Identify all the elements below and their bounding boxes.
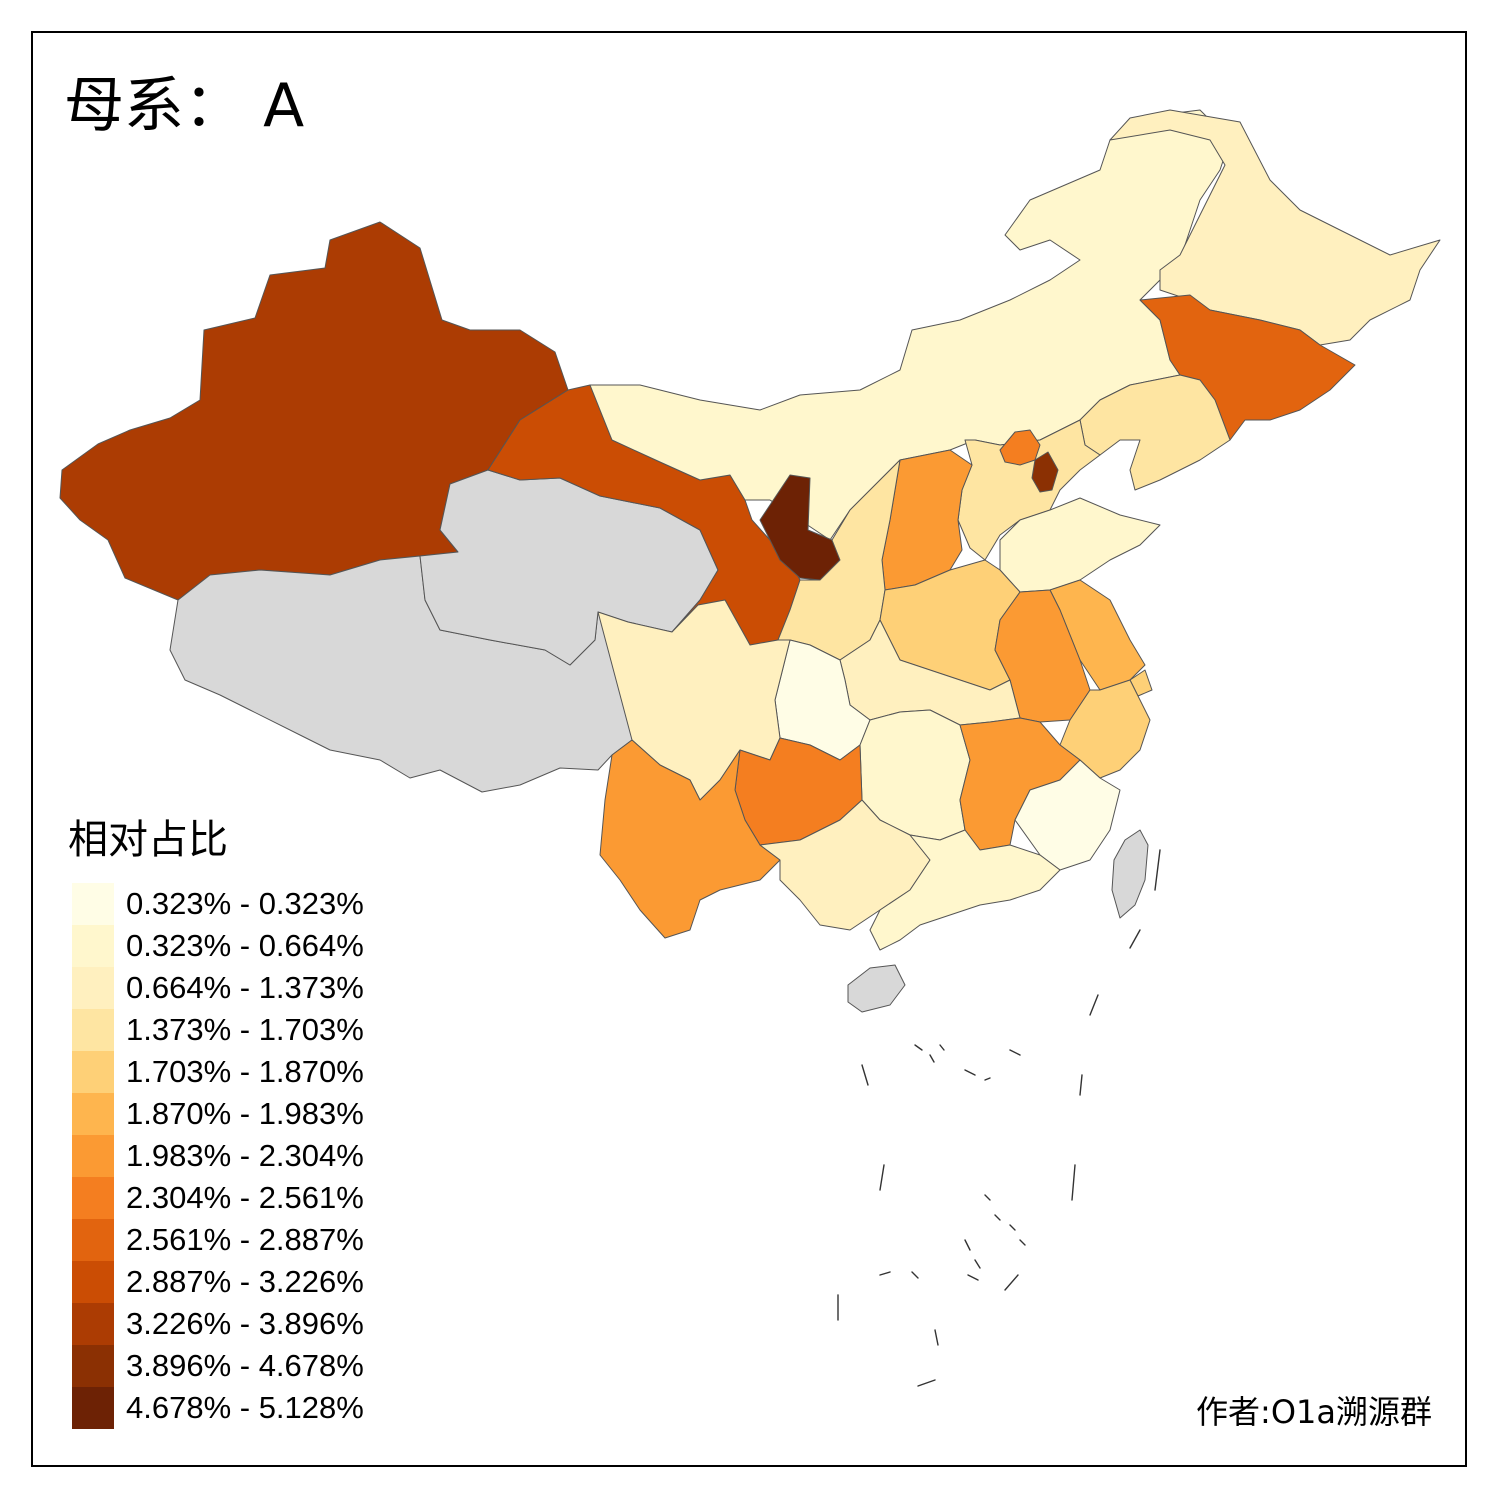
legend-swatch [72, 1051, 114, 1093]
province-guangdong[interactable] [869, 829, 1061, 951]
legend-swatch [72, 1387, 114, 1429]
legend-label: 0.323% - 0.664% [126, 928, 364, 963]
legend-swatch [72, 1009, 114, 1051]
legend-swatch [72, 1345, 114, 1387]
legend-title: 相对占比 [68, 817, 228, 863]
legend-label: 3.896% - 4.678% [126, 1348, 364, 1383]
author-credit: 作者:O1a溯源群 [1196, 1393, 1432, 1431]
legend-label: 0.323% - 0.323% [126, 886, 364, 921]
legend-label: 0.664% - 1.373% [126, 970, 364, 1005]
legend-swatch [72, 1177, 114, 1219]
map-title: 母系： A [64, 71, 305, 141]
province-tianjin[interactable] [1031, 451, 1059, 493]
legend-swatch [72, 1303, 114, 1345]
legend-label: 1.870% - 1.983% [126, 1096, 364, 1131]
legend-swatch [72, 1135, 114, 1177]
legend-label: 2.304% - 2.561% [126, 1180, 364, 1215]
province-jilin[interactable] [1139, 294, 1356, 441]
legend-label: 1.983% - 2.304% [126, 1138, 364, 1173]
legend-label: 2.561% - 2.887% [126, 1222, 364, 1257]
legend-swatch [72, 967, 114, 1009]
legend-swatch [72, 883, 114, 925]
legend-swatch [72, 925, 114, 967]
legend-swatch [72, 1093, 114, 1135]
province-taiwan[interactable] [1111, 829, 1149, 919]
south-china-sea-islands [837, 849, 1161, 1387]
map-frame [31, 31, 1467, 1467]
legend-label: 2.887% - 3.226% [126, 1264, 364, 1299]
province-hainan[interactable] [847, 964, 906, 1013]
legend-label: 4.678% - 5.128% [126, 1390, 364, 1425]
legend-swatch [72, 1219, 114, 1261]
province-beijing[interactable] [999, 429, 1041, 466]
legend-label: 3.226% - 3.896% [126, 1306, 364, 1341]
legend-swatch [72, 1261, 114, 1303]
province-liaoning[interactable] [1079, 374, 1231, 491]
legend-label: 1.373% - 1.703% [126, 1012, 364, 1047]
legend-label: 1.703% - 1.870% [126, 1054, 364, 1089]
